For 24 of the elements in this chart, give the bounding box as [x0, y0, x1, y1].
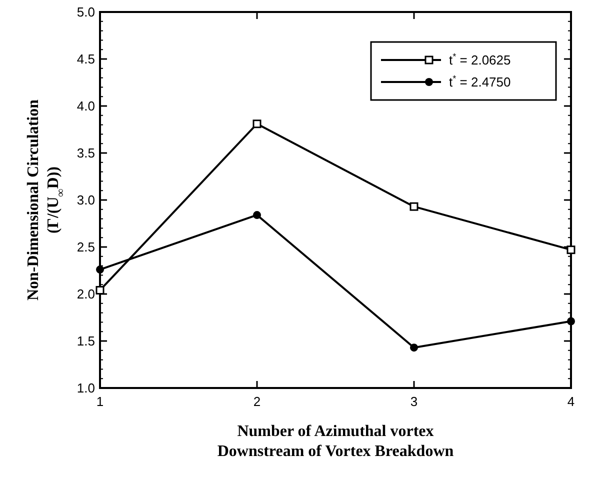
- y-tick-label: 4.5: [76, 52, 95, 67]
- legend-label: t$^{*}$ = 2.0625: [449, 52, 511, 68]
- y-tick-label: 1.0: [76, 380, 95, 396]
- y-tick-label: 4.0: [76, 98, 95, 114]
- x-tick-label: 4: [567, 394, 575, 409]
- point: [253, 211, 261, 220]
- x-tick-label: 1: [96, 394, 104, 409]
- x-tick-label: 2: [253, 394, 261, 409]
- y-tick-label: 2.5: [76, 240, 95, 255]
- y-tick-label: 5.0: [76, 4, 95, 20]
- y-tick-label: 3.0: [76, 192, 95, 208]
- x-tick-label: 3: [410, 394, 418, 409]
- point: [410, 344, 418, 352]
- point: [566, 246, 576, 254]
- y-tick-label: 2.0: [76, 286, 95, 302]
- point: [410, 202, 418, 211]
- point: [252, 120, 262, 128]
- x-axis-title: Number of Azimuthal vortex Downstream of Vortex Breakdown: [217, 423, 454, 460]
- legend-label: t$^{*}$ = 2.4750: [449, 74, 511, 90]
- point: [567, 317, 575, 326]
- y-tick-label: 3.5: [76, 146, 95, 161]
- y-tick-label: 1.5: [76, 334, 95, 349]
- point: [96, 286, 104, 294]
- point: [96, 266, 104, 274]
